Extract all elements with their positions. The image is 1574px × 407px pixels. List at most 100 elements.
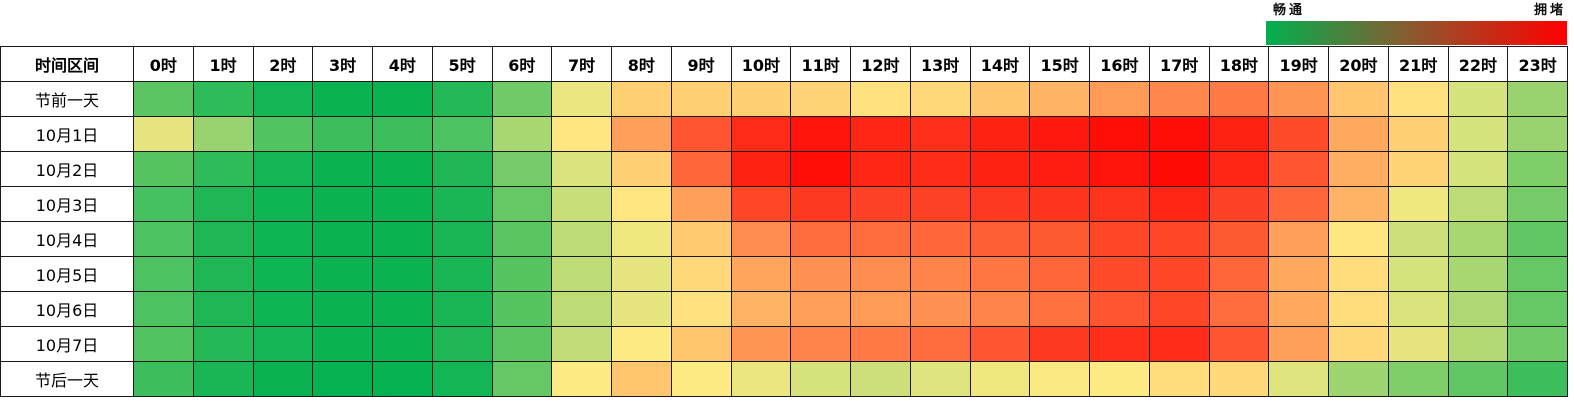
heatmap-cell: [1148, 361, 1210, 397]
heatmap-cell: [372, 81, 433, 117]
heatmap-cell: [133, 361, 194, 397]
heatmap-cell: [1268, 116, 1329, 152]
heatmap-cell: [611, 186, 672, 222]
heatmap-cell: [491, 326, 553, 362]
hour-header: 19时: [1268, 46, 1329, 82]
heatmap-cell: [312, 151, 373, 187]
hour-header: 14时: [969, 46, 1031, 82]
heatmap-cell: [1507, 256, 1568, 292]
heatmap-cell: [611, 221, 672, 257]
heatmap-cell: [252, 291, 314, 327]
heatmap-cell: [850, 256, 911, 292]
heatmap-cell: [969, 361, 1031, 397]
row-label: 10月4日: [0, 221, 134, 257]
heatmap-cell: [1208, 151, 1270, 187]
heatmap-cell: [670, 221, 732, 257]
heatmap-cell: [1208, 81, 1270, 117]
heatmap-cell: [1268, 151, 1329, 187]
hour-header: 1时: [192, 46, 254, 82]
heatmap-cell: [1208, 186, 1270, 222]
heatmap-cell: [551, 151, 612, 187]
heatmap-cell: [431, 186, 493, 222]
heatmap-cell: [969, 256, 1031, 292]
heatmap-cell: [312, 361, 373, 397]
row-label: 10月2日: [0, 151, 134, 187]
heatmap-cell: [1387, 256, 1449, 292]
heatmap-cell: [1387, 326, 1449, 362]
heatmap-cell: [1089, 326, 1150, 362]
heatmap-cell: [850, 116, 911, 152]
heatmap-cell: [1447, 221, 1509, 257]
heatmap-row: 10月4日: [0, 221, 1568, 257]
heatmap-cell: [133, 151, 194, 187]
hour-header: 11时: [790, 46, 851, 82]
heatmap-cell: [1507, 326, 1568, 362]
heatmap-cell: [1447, 256, 1509, 292]
heatmap-cell: [790, 256, 851, 292]
heatmap-cell: [491, 81, 553, 117]
heatmap-cell: [192, 186, 254, 222]
heatmap-cell: [909, 221, 971, 257]
heatmap-cell: [850, 291, 911, 327]
hour-header: 3时: [312, 46, 373, 82]
heatmap-cell: [372, 361, 433, 397]
heatmap-cell: [790, 291, 851, 327]
hour-header: 21时: [1387, 46, 1449, 82]
heatmap-cell: [1268, 186, 1329, 222]
heatmap-cell: [730, 186, 792, 222]
heatmap-cell: [969, 116, 1031, 152]
heatmap-cell: [1208, 326, 1270, 362]
heatmap-cell: [133, 116, 194, 152]
heatmap-cell: [969, 291, 1031, 327]
heatmap-cell: [192, 81, 254, 117]
heatmap-cell: [551, 361, 612, 397]
heatmap-row: 节后一天: [0, 361, 1568, 397]
heatmap-cell: [192, 221, 254, 257]
heatmap-cell: [730, 151, 792, 187]
hour-header: 22时: [1447, 46, 1509, 82]
heatmap-cell: [1029, 81, 1090, 117]
heatmap-row: 10月6日: [0, 291, 1568, 327]
heatmap-cell: [1029, 326, 1090, 362]
row-label: 节前一天: [0, 81, 134, 117]
heatmap-cell: [850, 326, 911, 362]
heatmap-cell: [192, 291, 254, 327]
heatmap-cell: [670, 361, 732, 397]
heatmap-cell: [1447, 291, 1509, 327]
heatmap-row: 10月2日: [0, 151, 1568, 187]
heatmap-cell: [670, 256, 732, 292]
heatmap-cell: [252, 151, 314, 187]
heatmap-cell: [790, 116, 851, 152]
heatmap-cell: [730, 256, 792, 292]
heatmap-cell: [1029, 256, 1090, 292]
heatmap-cell: [1387, 81, 1449, 117]
hour-header: 7时: [551, 46, 612, 82]
heatmap-cell: [909, 256, 971, 292]
heatmap-cell: [133, 256, 194, 292]
heatmap-cell: [670, 81, 732, 117]
heatmap-cell: [1328, 326, 1389, 362]
heatmap-cell: [850, 221, 911, 257]
heatmap-cell: [133, 81, 194, 117]
heatmap-cell: [192, 361, 254, 397]
heatmap-cell: [1089, 81, 1150, 117]
heatmap-cell: [1089, 361, 1150, 397]
heatmap-cell: [1507, 186, 1568, 222]
heatmap-cell: [611, 326, 672, 362]
heatmap-cell: [850, 186, 911, 222]
heatmap-cell: [1089, 256, 1150, 292]
heatmap-cell: [909, 291, 971, 327]
heatmap-cell: [431, 151, 493, 187]
heatmap-cell: [192, 256, 254, 292]
heatmap-cell: [551, 256, 612, 292]
heatmap-cell: [431, 361, 493, 397]
heatmap-cell: [909, 361, 971, 397]
hour-header: 9时: [670, 46, 732, 82]
heatmap-cell: [1387, 221, 1449, 257]
heatmap-cell: [730, 291, 792, 327]
heatmap-cell: [1148, 116, 1210, 152]
heatmap-cell: [491, 221, 553, 257]
heatmap-cell: [1029, 151, 1090, 187]
heatmap-cell: [909, 326, 971, 362]
hour-header: 12时: [850, 46, 911, 82]
